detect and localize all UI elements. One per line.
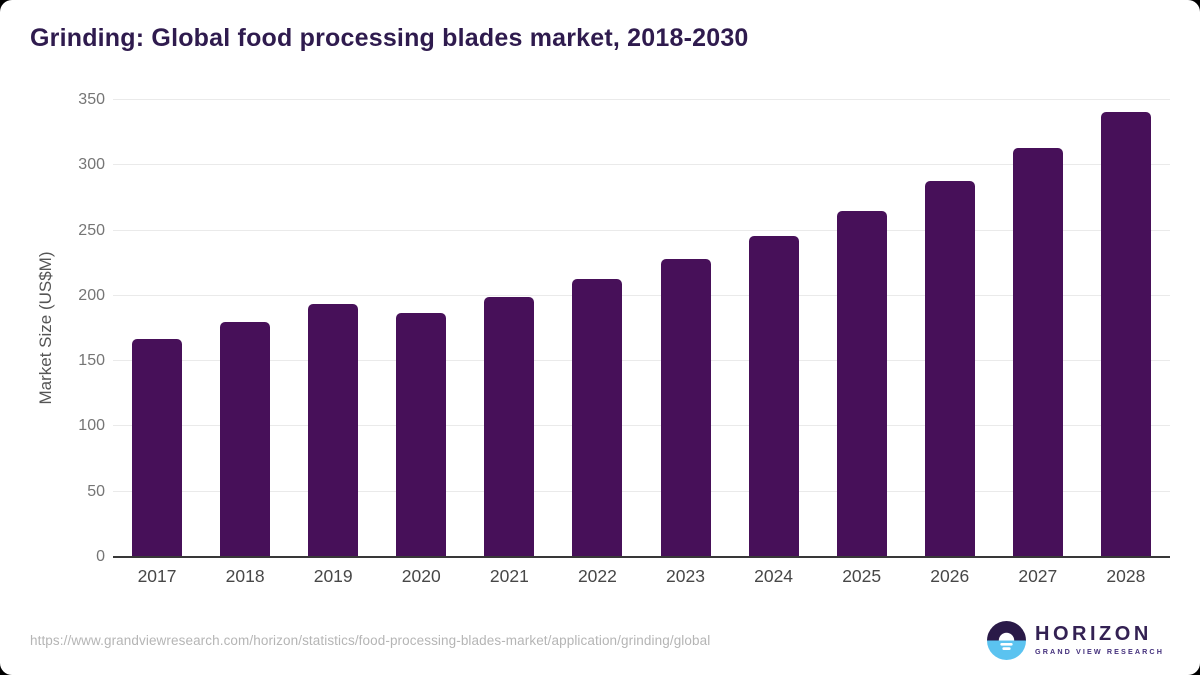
bar-2028 — [1100, 111, 1151, 557]
bar-slot — [113, 100, 201, 557]
y-tick-label: 50 — [87, 482, 105, 500]
x-tick-label: 2025 — [842, 566, 882, 586]
logo-name: HORIZON — [1035, 623, 1152, 645]
x-tick-label: 2024 — [754, 566, 794, 586]
bar-2027 — [1012, 148, 1063, 557]
bar-slot — [289, 100, 377, 557]
gridline — [113, 360, 1170, 362]
bar-slot — [553, 100, 641, 557]
x-tick-label: 2027 — [1018, 566, 1058, 586]
bar-slot — [201, 100, 289, 557]
x-tick-label: 2019 — [313, 566, 353, 586]
bar-2022 — [572, 278, 623, 557]
x-tick-label: 2023 — [666, 566, 705, 586]
y-axis-tick-labels: 0 50 100 150 200 250 300 350 — [0, 91, 105, 565]
bar-2018 — [220, 321, 271, 557]
gridline — [113, 425, 1170, 427]
y-tick-label: 250 — [78, 221, 105, 239]
bar-slot — [465, 100, 553, 557]
x-tick-label: 2028 — [1106, 566, 1146, 586]
bar-2026 — [924, 180, 975, 557]
logo-text-block: HORIZON GRAND VIEW RESEARCH — [1035, 623, 1164, 657]
bar-slot — [641, 100, 729, 557]
bars-row — [113, 100, 1170, 557]
bar-2020 — [396, 312, 447, 557]
gridline — [113, 164, 1170, 166]
y-tick-label: 300 — [78, 156, 105, 174]
chart-title: Grinding: Global food processing blades … — [30, 24, 749, 52]
x-tick-label: 2020 — [401, 566, 441, 586]
y-tick-label: 200 — [78, 286, 105, 304]
x-tick-label: 2022 — [577, 566, 617, 586]
bar-2017 — [132, 338, 183, 557]
gridline — [113, 490, 1170, 492]
y-tick-label: 150 — [78, 352, 105, 370]
plot-area — [113, 99, 1170, 558]
y-tick-label: 0 — [96, 548, 105, 565]
bar-slot — [994, 100, 1082, 557]
bar-2023 — [660, 259, 711, 557]
bar-slot — [730, 100, 818, 557]
x-tick-label: 2026 — [930, 566, 970, 586]
bar-slot — [377, 100, 465, 557]
bar-2019 — [308, 303, 359, 557]
source-url-text: https://www.grandviewresearch.com/horizo… — [30, 633, 711, 648]
y-tick-label: 350 — [78, 91, 105, 108]
x-tick-label: 2021 — [489, 566, 529, 586]
x-tick-label: 2018 — [225, 566, 265, 586]
x-axis-line — [113, 556, 1170, 558]
y-tick-label: 100 — [78, 417, 105, 435]
bar-2021 — [484, 297, 535, 557]
x-axis-labels: 2017 2018 2019 2020 2021 2022 2023 2024 2025 2026… — [113, 566, 1170, 592]
horizon-sun-over-water-icon — [987, 620, 1027, 660]
logo-subtitle: GRAND VIEW RESEARCH — [1035, 647, 1164, 656]
gridline — [113, 294, 1170, 296]
bar-slot — [818, 100, 906, 557]
gridline — [113, 229, 1170, 231]
bar-2025 — [836, 211, 887, 557]
bar-slot — [906, 100, 994, 557]
bar-slot — [1082, 100, 1170, 557]
gridline — [113, 99, 1170, 100]
bar-2024 — [748, 235, 799, 557]
x-tick-label: 2017 — [137, 566, 177, 586]
horizon-logo: HORIZON GRAND VIEW RESEARCH — [987, 619, 1164, 661]
